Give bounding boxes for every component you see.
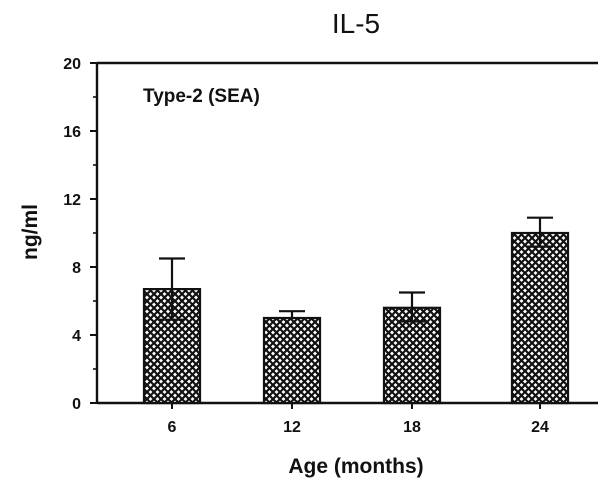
y-tick-label: 12 [63,192,81,209]
y-tick-label: 16 [63,124,81,141]
x-tick-label: 6 [168,419,177,436]
y-axis-label: ng/ml [19,204,42,260]
bar [262,316,322,405]
x-tick-label: 24 [531,419,549,436]
chart-title: IL-5 [332,8,380,39]
y-tick-label: 0 [72,396,81,413]
plot-area: 0 4 8 12 16 20 6 12 18 24 [63,56,598,436]
x-tick-label: 12 [283,419,301,436]
x-axis-label: Age (months) [288,455,423,478]
series-annotation: Type-2 (SEA) [143,86,260,107]
y-tick-label: 4 [72,328,81,345]
bar [510,231,570,405]
y-tick-label: 20 [63,56,81,73]
y-tick-label: 8 [72,260,81,277]
x-tick-label: 18 [403,419,421,436]
